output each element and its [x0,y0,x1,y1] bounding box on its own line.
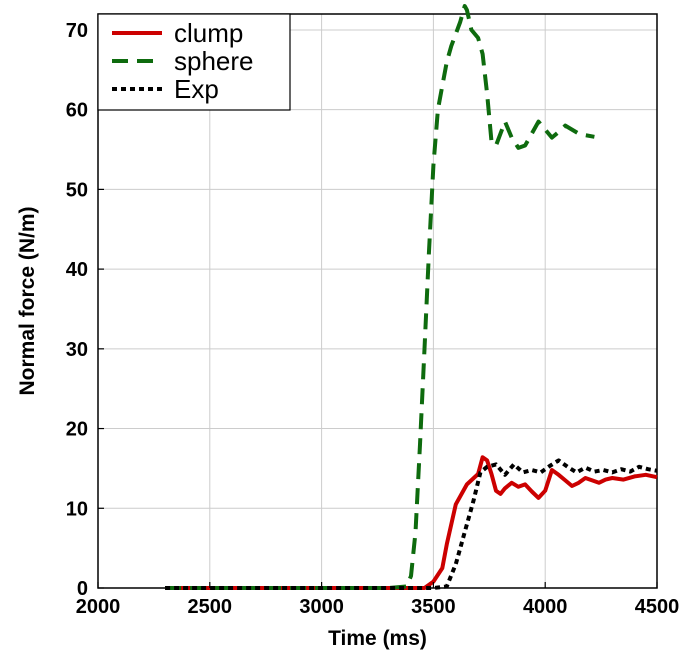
legend-label-sphere: sphere [174,46,254,76]
x-tick-label: 3500 [411,596,456,618]
y-tick-label: 30 [66,339,88,361]
series-line-exp [165,458,658,590]
series-layer [165,4,658,590]
series-line-clump [165,455,658,590]
x-tick-label: 2500 [188,596,233,618]
y-tick-label: 0 [77,578,88,600]
y-tick-label: 20 [66,419,88,441]
y-tick-label: 10 [66,498,88,520]
x-tick-label: 4500 [635,596,680,618]
y-tick-label: 60 [66,100,88,122]
legend-box [97,13,291,111]
y-tick-label: 70 [66,20,88,42]
y-axis-ticks: 0 10 20 30 40 50 60 70 [66,20,104,600]
x-axis-ticks: 2000 2500 3000 3500 4000 4500 [76,582,680,618]
y-tick-label: 50 [66,179,88,201]
x-tick-label: 4000 [523,596,568,618]
legend-label-clump: clump [174,18,243,48]
x-tick-label: 3000 [299,596,344,618]
y-axis-label: Normal force (N/m) [16,206,39,395]
series-line-sphere [165,4,595,590]
x-axis-label: Time (ms) [328,627,427,650]
legend-label-exp: Exp [174,74,219,104]
y-tick-label: 40 [66,259,88,281]
x-tick-label: 2000 [76,596,121,618]
